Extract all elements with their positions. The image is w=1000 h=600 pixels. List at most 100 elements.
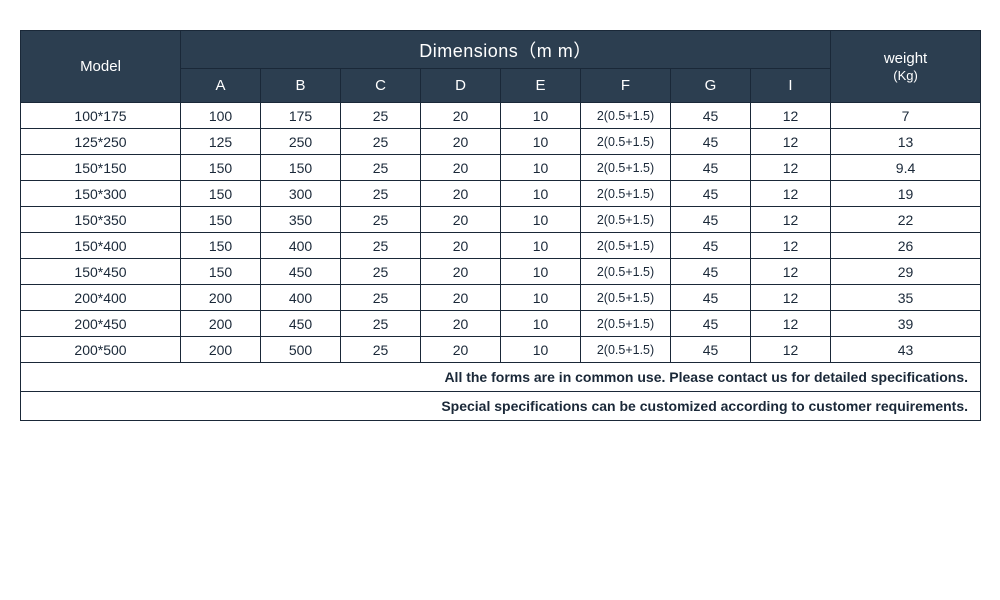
cell-B: 450 (261, 311, 341, 337)
cell-G: 45 (671, 207, 751, 233)
cell-B: 500 (261, 337, 341, 363)
cell-I: 12 (751, 129, 831, 155)
cell-I: 12 (751, 207, 831, 233)
cell-E: 10 (501, 285, 581, 311)
cell-weight: 13 (831, 129, 981, 155)
cell-I: 12 (751, 285, 831, 311)
footer-note-2: Special specifications can be customized… (21, 392, 981, 421)
cell-weight: 9.4 (831, 155, 981, 181)
table-row: 100*1751001752520102(0.5+1.5)45127 (21, 103, 981, 129)
cell-weight: 22 (831, 207, 981, 233)
cell-weight: 19 (831, 181, 981, 207)
cell-I: 12 (751, 103, 831, 129)
header-dim-F: F (581, 69, 671, 103)
cell-E: 10 (501, 181, 581, 207)
cell-I: 12 (751, 233, 831, 259)
header-dim-I: I (751, 69, 831, 103)
cell-E: 10 (501, 311, 581, 337)
weight-label: weight (884, 50, 927, 67)
cell-F: 2(0.5+1.5) (581, 181, 671, 207)
cell-I: 12 (751, 337, 831, 363)
header-dim-E: E (501, 69, 581, 103)
cell-C: 25 (341, 155, 421, 181)
cell-B: 250 (261, 129, 341, 155)
cell-F: 2(0.5+1.5) (581, 103, 671, 129)
cell-A: 150 (181, 181, 261, 207)
cell-C: 25 (341, 129, 421, 155)
cell-weight: 26 (831, 233, 981, 259)
cell-model: 125*250 (21, 129, 181, 155)
cell-I: 12 (751, 259, 831, 285)
cell-E: 10 (501, 103, 581, 129)
cell-A: 200 (181, 311, 261, 337)
cell-D: 20 (421, 129, 501, 155)
spec-table: Model Dimensions（m m） weight (Kg) ABCDEF… (20, 30, 981, 421)
cell-A: 150 (181, 233, 261, 259)
header-dim-C: C (341, 69, 421, 103)
cell-A: 125 (181, 129, 261, 155)
cell-D: 20 (421, 337, 501, 363)
cell-E: 10 (501, 259, 581, 285)
cell-C: 25 (341, 233, 421, 259)
cell-weight: 7 (831, 103, 981, 129)
table-row: 150*4001504002520102(0.5+1.5)451226 (21, 233, 981, 259)
header-dim-A: A (181, 69, 261, 103)
cell-A: 100 (181, 103, 261, 129)
cell-C: 25 (341, 103, 421, 129)
cell-B: 150 (261, 155, 341, 181)
cell-D: 20 (421, 181, 501, 207)
cell-model: 100*175 (21, 103, 181, 129)
table-row: 200*4502004502520102(0.5+1.5)451239 (21, 311, 981, 337)
cell-model: 150*450 (21, 259, 181, 285)
cell-weight: 29 (831, 259, 981, 285)
cell-F: 2(0.5+1.5) (581, 337, 671, 363)
table-footer: All the forms are in common use. Please … (21, 363, 981, 421)
cell-B: 400 (261, 285, 341, 311)
cell-D: 20 (421, 155, 501, 181)
cell-G: 45 (671, 129, 751, 155)
cell-B: 350 (261, 207, 341, 233)
cell-A: 150 (181, 207, 261, 233)
cell-weight: 35 (831, 285, 981, 311)
header-dim-D: D (421, 69, 501, 103)
weight-unit: (Kg) (893, 68, 918, 83)
cell-B: 450 (261, 259, 341, 285)
header-dim-G: G (671, 69, 751, 103)
cell-G: 45 (671, 259, 751, 285)
cell-G: 45 (671, 285, 751, 311)
cell-model: 200*500 (21, 337, 181, 363)
cell-A: 150 (181, 259, 261, 285)
header-dimensions: Dimensions（m m） (181, 31, 831, 69)
cell-E: 10 (501, 155, 581, 181)
cell-C: 25 (341, 285, 421, 311)
cell-weight: 39 (831, 311, 981, 337)
cell-model: 150*150 (21, 155, 181, 181)
cell-C: 25 (341, 311, 421, 337)
table-row: 200*5002005002520102(0.5+1.5)451243 (21, 337, 981, 363)
table-row: 150*3501503502520102(0.5+1.5)451222 (21, 207, 981, 233)
footer-note-1: All the forms are in common use. Please … (21, 363, 981, 392)
table-row: 125*2501252502520102(0.5+1.5)451213 (21, 129, 981, 155)
cell-A: 150 (181, 155, 261, 181)
cell-I: 12 (751, 155, 831, 181)
cell-D: 20 (421, 311, 501, 337)
cell-B: 300 (261, 181, 341, 207)
cell-F: 2(0.5+1.5) (581, 233, 671, 259)
cell-G: 45 (671, 311, 751, 337)
cell-I: 12 (751, 311, 831, 337)
header-weight: weight (Kg) (831, 31, 981, 103)
cell-F: 2(0.5+1.5) (581, 155, 671, 181)
table-body: 100*1751001752520102(0.5+1.5)45127125*25… (21, 103, 981, 363)
cell-A: 200 (181, 285, 261, 311)
cell-G: 45 (671, 103, 751, 129)
cell-B: 175 (261, 103, 341, 129)
header-model: Model (21, 31, 181, 103)
cell-B: 400 (261, 233, 341, 259)
table-row: 200*4002004002520102(0.5+1.5)451235 (21, 285, 981, 311)
cell-F: 2(0.5+1.5) (581, 129, 671, 155)
cell-G: 45 (671, 155, 751, 181)
cell-D: 20 (421, 103, 501, 129)
cell-C: 25 (341, 259, 421, 285)
cell-G: 45 (671, 233, 751, 259)
cell-model: 150*350 (21, 207, 181, 233)
